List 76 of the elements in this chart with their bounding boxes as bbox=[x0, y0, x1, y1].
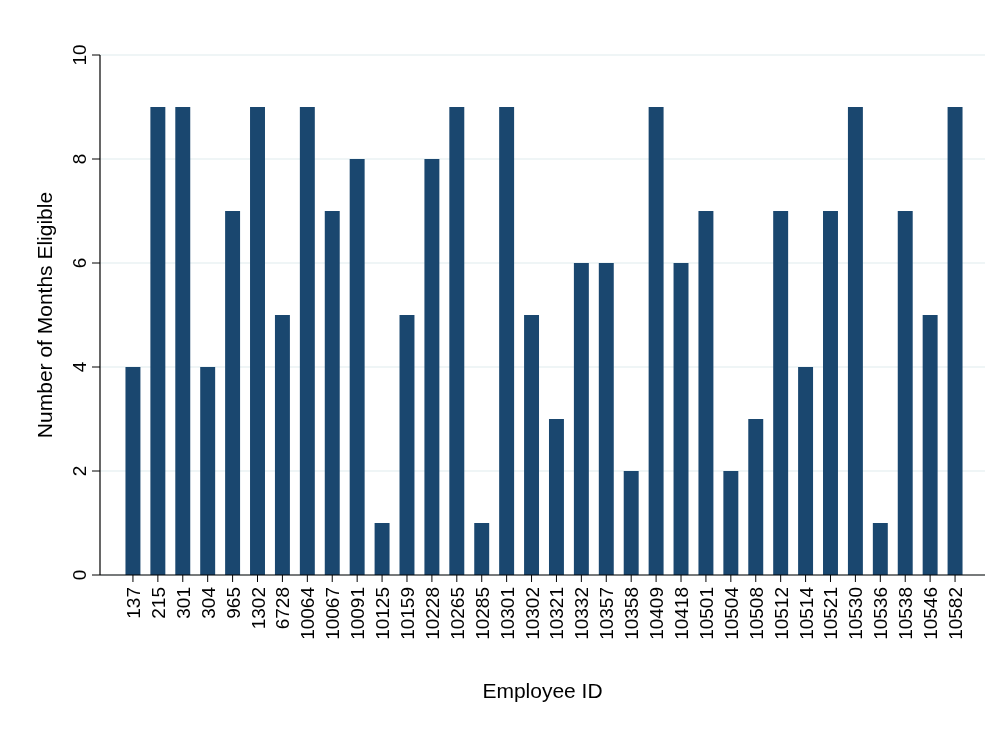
x-tick-label: 10521 bbox=[820, 587, 842, 640]
bar bbox=[324, 211, 340, 575]
y-tick-label: 8 bbox=[69, 153, 90, 165]
y-tick-label: 4 bbox=[69, 361, 90, 373]
bar bbox=[872, 523, 888, 575]
bar bbox=[847, 107, 863, 575]
x-tick-label: 1302 bbox=[247, 587, 269, 630]
x-tick-label: 10321 bbox=[546, 587, 568, 640]
bar bbox=[773, 211, 789, 575]
bar bbox=[947, 107, 963, 575]
y-tick-label: 10 bbox=[69, 44, 90, 66]
x-tick-label: 10064 bbox=[297, 586, 319, 640]
bar bbox=[897, 211, 913, 575]
y-tick-label: 6 bbox=[69, 257, 90, 269]
x-tick-label: 10409 bbox=[646, 587, 668, 640]
x-tick-label: 10332 bbox=[571, 587, 593, 640]
bar bbox=[524, 315, 540, 575]
bar bbox=[922, 315, 938, 575]
x-tick-label: 6728 bbox=[272, 587, 294, 630]
y-tick-label: 0 bbox=[69, 569, 90, 581]
bar bbox=[798, 367, 814, 575]
x-tick-label: 10285 bbox=[471, 587, 493, 640]
bar bbox=[225, 211, 241, 575]
x-tick-label: 10504 bbox=[720, 586, 742, 640]
bar bbox=[573, 263, 589, 575]
bar bbox=[374, 523, 390, 575]
x-tick-label: 10582 bbox=[945, 587, 967, 640]
bar bbox=[823, 211, 838, 575]
y-tick-label: 2 bbox=[69, 465, 90, 477]
x-tick-label: 10301 bbox=[496, 587, 518, 640]
bar bbox=[274, 315, 290, 575]
x-tick-label: 10125 bbox=[372, 587, 394, 640]
bar bbox=[648, 107, 664, 575]
x-tick-label: 10159 bbox=[396, 587, 418, 640]
x-tick-label: 10514 bbox=[795, 586, 817, 640]
bar bbox=[349, 159, 365, 575]
bar bbox=[623, 471, 639, 575]
x-tick-label: 137 bbox=[122, 587, 144, 619]
x-tick-label: 10228 bbox=[421, 587, 443, 640]
bar bbox=[673, 263, 689, 575]
bar bbox=[748, 419, 764, 575]
bar bbox=[125, 367, 141, 575]
x-tick-label: 10536 bbox=[870, 587, 892, 640]
bar bbox=[399, 315, 415, 575]
x-tick-label: 10302 bbox=[521, 587, 543, 640]
bar bbox=[598, 263, 614, 575]
x-tick-label: 10418 bbox=[671, 587, 693, 640]
x-tick-label: 215 bbox=[147, 587, 169, 619]
bar bbox=[698, 211, 714, 575]
x-tick-label: 304 bbox=[197, 586, 219, 619]
x-tick-label: 965 bbox=[222, 587, 244, 619]
bar bbox=[200, 367, 216, 575]
x-tick-label: 10091 bbox=[347, 587, 369, 640]
bar bbox=[175, 107, 191, 575]
bar bbox=[474, 523, 490, 575]
x-tick-label: 10067 bbox=[322, 587, 344, 640]
bar bbox=[424, 159, 440, 575]
bar bbox=[250, 107, 265, 575]
bar bbox=[548, 419, 564, 575]
x-tick-label: 301 bbox=[172, 587, 194, 619]
x-tick-label: 10358 bbox=[621, 587, 643, 640]
bar bbox=[299, 107, 315, 575]
y-axis-title: Number of Months Eligible bbox=[33, 191, 56, 439]
x-tick-label: 10546 bbox=[920, 587, 942, 640]
x-tick-label: 10508 bbox=[745, 587, 767, 640]
bar bbox=[723, 471, 739, 575]
x-axis-title: Employee ID bbox=[482, 679, 603, 702]
x-tick-label: 10357 bbox=[596, 587, 618, 640]
x-tick-label: 10265 bbox=[446, 587, 468, 640]
x-tick-label: 10538 bbox=[895, 587, 917, 640]
x-tick-label: 10512 bbox=[770, 587, 792, 640]
bar bbox=[499, 107, 515, 575]
bar bbox=[150, 107, 166, 575]
x-tick-label: 10501 bbox=[695, 587, 717, 640]
x-tick-label: 10530 bbox=[845, 587, 867, 640]
bar bbox=[449, 107, 465, 575]
